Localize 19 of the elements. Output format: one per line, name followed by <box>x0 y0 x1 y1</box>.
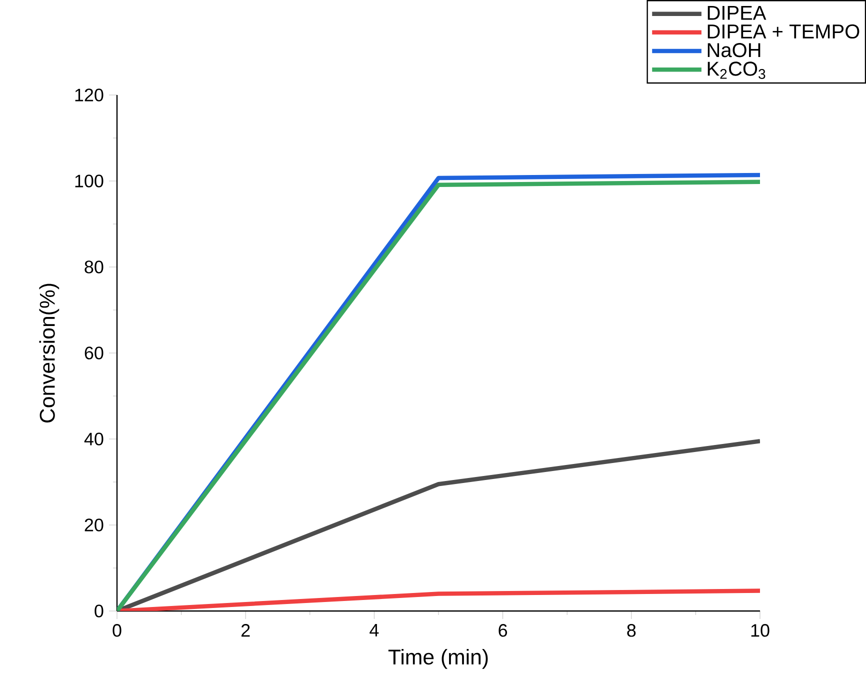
x-tick-label: 4 <box>370 624 379 636</box>
y-axis-title: Conversion(%) <box>39 284 60 422</box>
y-tick-label: 0 <box>94 604 104 618</box>
x-tick-label: 6 <box>498 624 508 637</box>
x-tick-label: 2 <box>242 624 250 637</box>
y-tick-label: 80 <box>84 260 104 274</box>
y-tick-label: 20 <box>84 518 104 532</box>
x-tick-label: 10 <box>751 624 770 637</box>
y-tick-label: 100 <box>75 174 104 188</box>
y-tick-label: 60 <box>84 346 104 360</box>
x-tick-label: 8 <box>627 624 636 637</box>
x-tick-label: 0 <box>112 624 122 637</box>
legend-label: DIPEA + TEMPO <box>708 24 860 39</box>
y-tick-label: 40 <box>84 432 104 446</box>
legend-label: NaOH <box>708 43 760 58</box>
legend-label: DIPEA <box>708 6 766 20</box>
y-tick-label: 120 <box>75 88 104 102</box>
legend-label: K$_{2}$CO$_{3}$ <box>708 62 766 79</box>
x-axis-title: Time (min) <box>388 648 488 669</box>
